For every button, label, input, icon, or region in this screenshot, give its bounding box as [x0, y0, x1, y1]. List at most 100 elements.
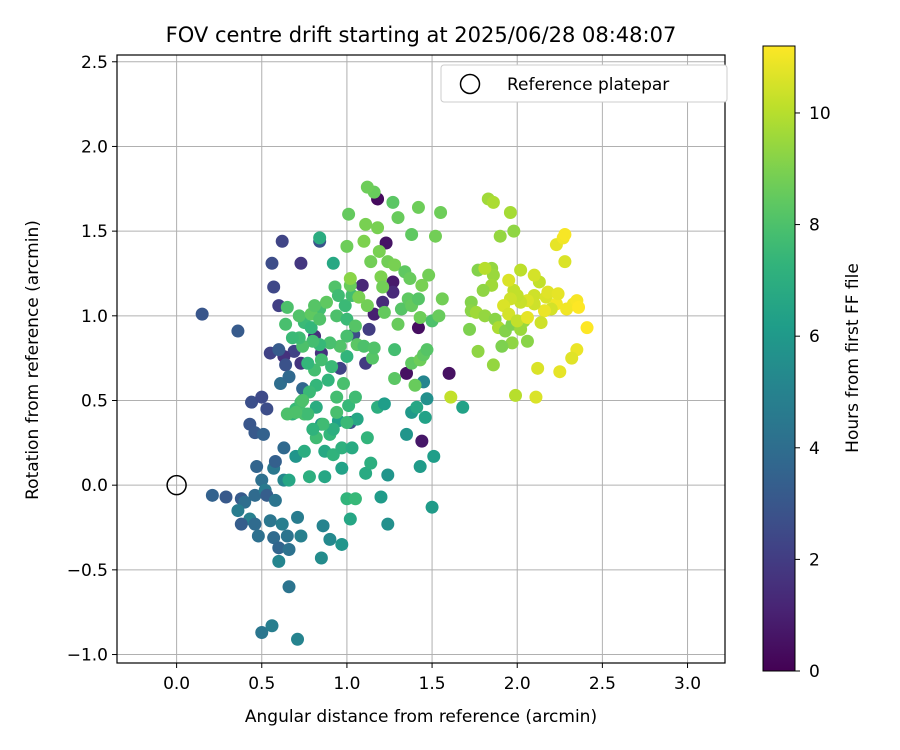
data-point — [314, 353, 328, 367]
data-point — [308, 299, 322, 313]
data-point — [279, 358, 293, 372]
x-tick-label: 0.5 — [248, 674, 275, 694]
legend-marker-reference — [459, 73, 481, 95]
colorbar-tick-label: 8 — [809, 216, 820, 236]
data-point — [340, 329, 354, 343]
data-point — [420, 392, 434, 406]
data-point — [260, 402, 274, 416]
data-point — [558, 228, 572, 242]
colorbar-tick-label: 2 — [809, 550, 820, 570]
data-point — [331, 288, 345, 302]
data-point — [251, 529, 265, 543]
y-tick-label: 2.0 — [81, 137, 108, 157]
data-point — [420, 343, 434, 357]
data-point — [306, 422, 320, 436]
data-point — [292, 309, 306, 323]
data-point — [534, 316, 548, 330]
data-point — [381, 468, 395, 482]
data-point — [377, 397, 391, 411]
data-point — [301, 407, 315, 421]
data-point — [323, 532, 337, 546]
data-point — [326, 422, 340, 436]
x-axis-ticks: 0.0 0.5 1.0 1.5 2.0 2.5 3.0 — [163, 663, 701, 694]
data-point — [360, 431, 374, 445]
legend-entry-reference: Reference platepar — [507, 75, 669, 95]
data-point — [415, 278, 429, 292]
data-point — [255, 626, 269, 640]
data-point — [340, 239, 354, 253]
data-point — [374, 490, 388, 504]
data-point — [342, 207, 356, 221]
data-point — [418, 410, 432, 424]
data-point — [335, 441, 349, 455]
data-point — [195, 307, 209, 321]
data-point — [265, 256, 279, 270]
data-point — [316, 417, 330, 431]
data-point — [337, 377, 351, 391]
data-point — [514, 263, 528, 277]
data-point — [476, 283, 490, 297]
data-point — [275, 234, 289, 248]
data-point — [267, 531, 281, 545]
x-tick-label: 2.0 — [504, 674, 531, 694]
data-point — [231, 504, 245, 518]
data-point — [279, 317, 293, 331]
y-tick-label: 0.0 — [81, 476, 108, 496]
x-tick-label: 1.5 — [419, 674, 446, 694]
data-point — [282, 473, 296, 487]
data-point — [326, 256, 340, 270]
y-tick-label: −1.0 — [67, 646, 108, 666]
x-tick-label: 2.5 — [589, 674, 616, 694]
data-point — [456, 400, 470, 414]
data-point — [360, 299, 374, 313]
data-point — [495, 339, 509, 353]
data-point — [411, 321, 425, 335]
data-point — [272, 343, 286, 357]
data-point — [411, 200, 425, 214]
data-point — [277, 441, 291, 455]
data-point — [219, 490, 233, 504]
data-point — [294, 256, 308, 270]
data-point — [335, 537, 349, 551]
data-point — [388, 371, 402, 385]
data-point — [282, 543, 296, 557]
data-point — [553, 365, 567, 379]
data-point — [340, 416, 354, 430]
data-point — [357, 234, 371, 248]
data-point — [355, 278, 369, 292]
data-point — [267, 280, 281, 294]
data-point — [297, 444, 311, 458]
data-point — [432, 309, 446, 323]
data-point — [425, 500, 439, 514]
data-point — [282, 580, 296, 594]
data-point — [248, 517, 262, 531]
data-point — [386, 285, 400, 299]
data-point — [471, 344, 485, 358]
data-point — [507, 224, 521, 238]
data-point — [376, 280, 390, 294]
data-point — [302, 470, 316, 484]
data-point — [231, 324, 245, 338]
data-point — [565, 351, 579, 365]
colorbar-tick-label: 4 — [809, 439, 820, 459]
data-point — [531, 361, 545, 375]
data-point — [527, 268, 541, 282]
data-point — [314, 551, 328, 565]
x-axis-label: Angular distance from reference (arcmin) — [245, 707, 597, 727]
data-point — [413, 460, 427, 474]
plot-frame — [116, 54, 726, 664]
data-point — [435, 292, 449, 306]
data-point — [442, 366, 456, 380]
data-point — [255, 473, 269, 487]
data-point — [275, 517, 289, 531]
colorbar-tick-label: 10 — [809, 104, 831, 124]
x-tick-label: 0.0 — [163, 674, 190, 694]
data-point — [580, 321, 594, 335]
data-point — [343, 272, 357, 286]
data-point — [234, 517, 248, 531]
data-point — [280, 529, 294, 543]
data-point — [413, 311, 427, 325]
data-point — [427, 449, 441, 463]
y-tick-label: 1.0 — [81, 307, 108, 327]
